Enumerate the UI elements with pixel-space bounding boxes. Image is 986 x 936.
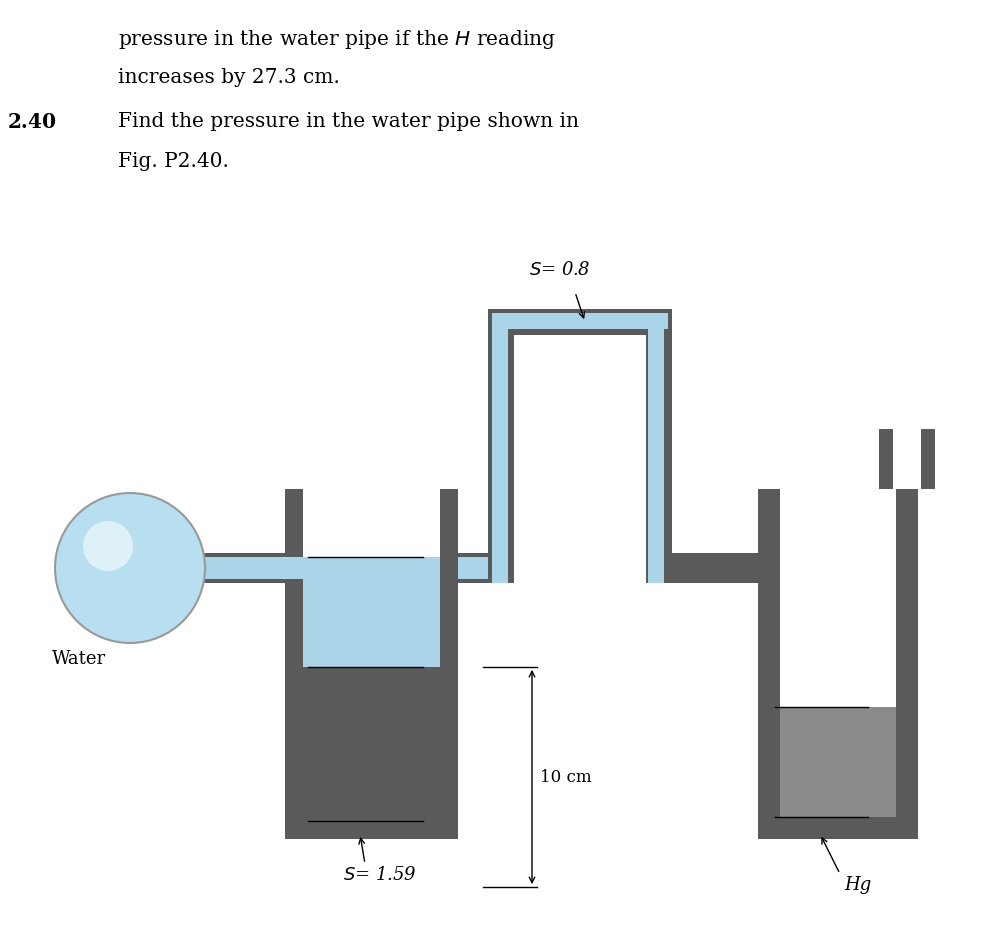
Bar [921,430,935,490]
Bar [303,490,440,821]
Bar [303,667,440,821]
Bar [458,558,488,579]
Bar [492,314,668,329]
Bar [285,821,458,839]
Bar [303,558,440,667]
Bar [780,708,896,817]
Text: $S$= 0.8: $S$= 0.8 [529,261,591,279]
Bar [488,310,514,583]
Bar [646,310,672,583]
Bar [896,490,918,839]
Text: pressure in the water pipe if the $H$ reading: pressure in the water pipe if the $H$ re… [118,28,556,51]
Bar [285,490,303,839]
Bar [492,314,508,583]
Bar [758,817,918,839]
Bar [780,490,896,817]
Text: Find the pressure in the water pipe shown in: Find the pressure in the water pipe show… [118,112,579,131]
Bar [200,579,303,583]
Text: 5 cm: 5 cm [796,753,837,770]
Bar [200,558,303,579]
Text: 5 cm: 5 cm [351,604,391,621]
Bar [758,490,780,839]
Bar [200,553,303,558]
Bar [514,336,646,583]
Text: 2.40: 2.40 [8,112,57,132]
Text: Fig. P2.40.: Fig. P2.40. [118,152,229,170]
Bar [440,553,514,583]
Text: Hg: Hg [844,875,872,893]
Circle shape [83,521,133,571]
Circle shape [55,493,205,643]
Text: 10 cm: 10 cm [540,768,592,785]
Text: Water: Water [52,650,106,667]
Text: $S$= 1.59: $S$= 1.59 [343,865,416,883]
Bar [440,490,458,839]
Text: increases by 27.3 cm.: increases by 27.3 cm. [118,68,340,87]
Bar [879,430,893,490]
Bar [648,314,664,583]
Bar [672,553,780,583]
Text: 7 cm: 7 cm [351,736,392,753]
Bar [488,310,672,336]
